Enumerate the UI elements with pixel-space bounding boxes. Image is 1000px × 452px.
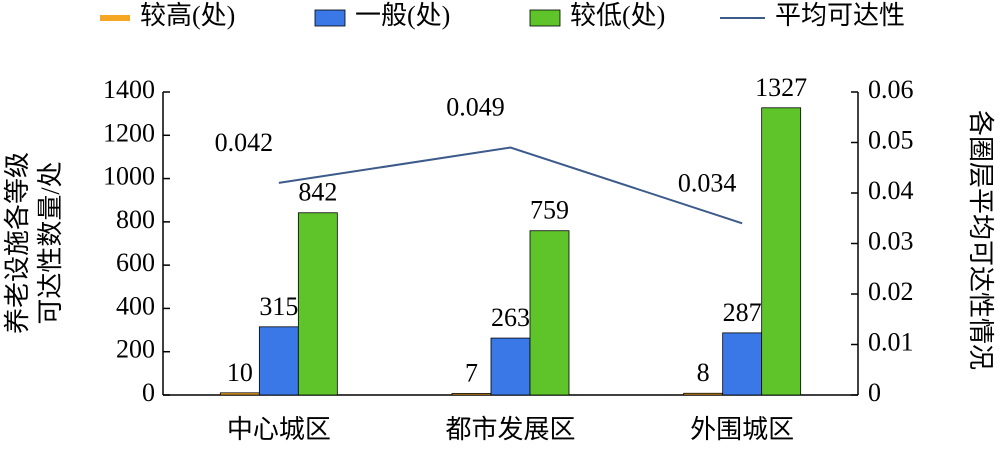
bar-value-label: 287 (723, 298, 762, 327)
y2-tick-label: 0.04 (868, 176, 914, 205)
y-tick-label: 1200 (103, 118, 155, 147)
y-tick-label: 0 (142, 378, 155, 407)
y2-tick-label: 0.03 (868, 226, 914, 255)
y-tick-label: 400 (116, 291, 155, 320)
y2-tick-label: 0.05 (868, 125, 914, 154)
bar (258, 326, 299, 396)
x-tick-label: 外围城区 (690, 415, 794, 444)
legend-marker (529, 9, 561, 27)
bar-value-label: 759 (530, 196, 569, 225)
y-tick-label: 600 (116, 248, 155, 277)
bar (297, 212, 338, 396)
y2-tick-label: 0.01 (868, 327, 914, 356)
legend-label: 一般(处) (355, 1, 450, 30)
y2-tick-label: 0 (868, 378, 881, 407)
bar (490, 337, 531, 396)
legend-label: 较高(处) (140, 1, 235, 30)
legend-label: 较低(处) (570, 1, 665, 30)
line (278, 146, 743, 225)
line-value-label: 0.034 (678, 168, 737, 197)
y2-tick-label: 0.02 (868, 277, 914, 306)
bar-value-label: 10 (227, 358, 253, 387)
bar-value-label: 842 (298, 178, 337, 207)
bar (722, 332, 763, 396)
y-tick-label: 200 (116, 335, 155, 364)
y-tick-label: 1000 (103, 162, 155, 191)
y2-axis-title: 各圈层平均可达性情况 (966, 110, 995, 370)
bar (219, 392, 260, 396)
bar-value-label: 315 (259, 292, 298, 321)
y-tick-label: 800 (116, 205, 155, 234)
bar (529, 230, 570, 396)
line-value-label: 0.042 (215, 128, 274, 157)
line-value-label: 0.049 (446, 93, 505, 122)
legend-label: 平均可达性 (775, 1, 905, 30)
bar-value-label: 8 (697, 358, 710, 387)
legend-marker (314, 9, 346, 27)
legend-marker (100, 15, 130, 21)
y2-tick-label: 0.06 (868, 75, 914, 104)
bar (683, 392, 724, 396)
bar-value-label: 263 (491, 303, 530, 332)
bar-value-label: 7 (465, 358, 478, 387)
y-tick-label: 1400 (103, 75, 155, 104)
y-axis-title: 养老设施各等级 (3, 152, 32, 334)
x-tick-label: 中心城区 (227, 415, 331, 444)
y-axis-title: 可达性数量/处 (36, 161, 65, 324)
bar (761, 107, 802, 396)
bar (451, 393, 492, 396)
x-tick-label: 都市发展区 (445, 415, 575, 444)
bar-value-label: 1327 (755, 73, 807, 102)
